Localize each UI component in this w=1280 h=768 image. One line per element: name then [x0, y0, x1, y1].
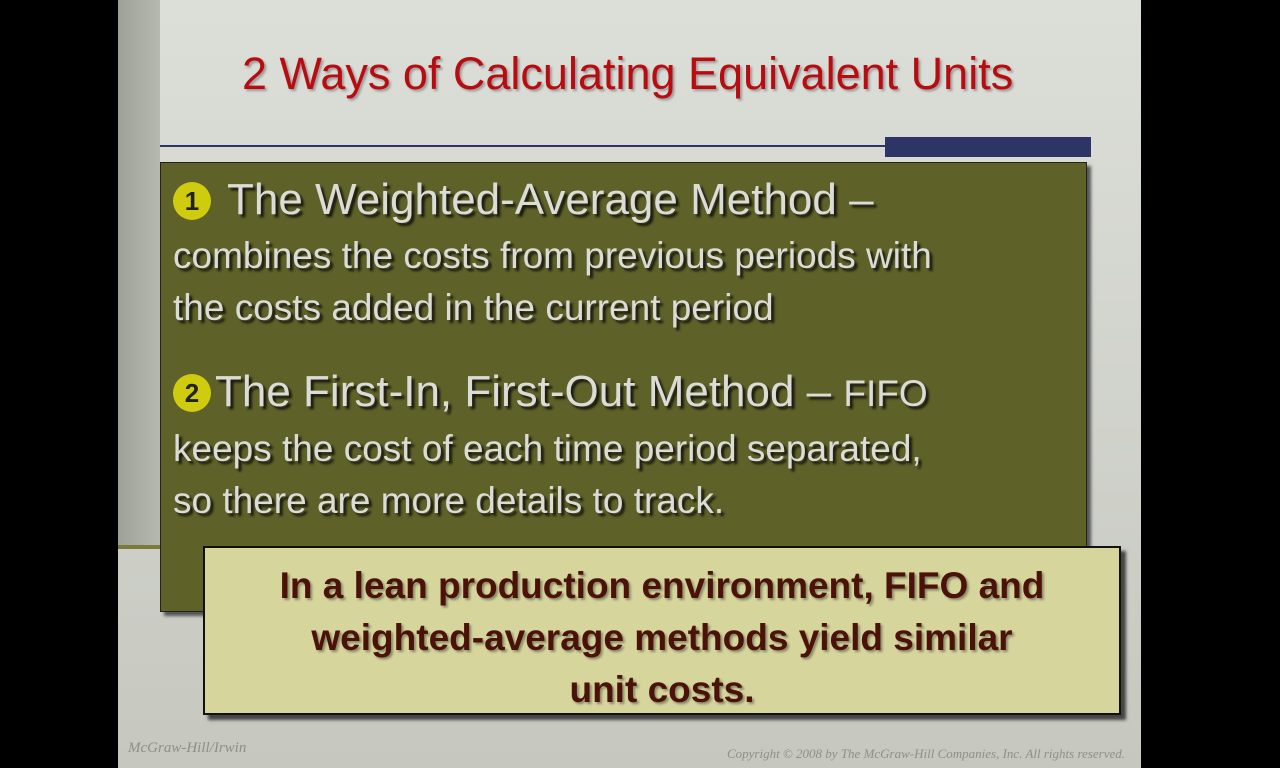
- publisher-footer: McGraw-Hill/Irwin: [128, 740, 247, 756]
- left-decor-strip: [118, 0, 160, 545]
- point-1-heading-text: The Weighted-Average Method –: [227, 175, 874, 224]
- left-decor-line: [118, 545, 160, 549]
- point-2-line: keeps the cost of each time period separ…: [173, 428, 922, 469]
- fifo-label: FIFO: [843, 373, 928, 414]
- point-2-heading: 2 The First-In, First-Out Method – FIFO: [173, 367, 928, 417]
- callout-line: In a lean production environment, FIFO a…: [279, 565, 1045, 606]
- circled-number-two-icon: 2: [173, 374, 211, 412]
- slide: 2 Ways of Calculating Equivalent Units 1…: [118, 0, 1141, 768]
- content-panel: 1 The Weighted-Average Method – combines …: [160, 162, 1087, 612]
- callout-line: weighted-average methods yield similar: [311, 617, 1013, 658]
- circled-number-one-icon: 1: [173, 182, 211, 220]
- point-1-line: the costs added in the current period: [173, 287, 774, 328]
- point-2-heading-text: The First-In, First-Out Method –: [215, 367, 844, 416]
- point-1-heading: 1 The Weighted-Average Method –: [173, 175, 874, 225]
- point-1-line: combines the costs from previous periods…: [173, 235, 932, 276]
- callout-line: unit costs.: [569, 669, 755, 710]
- callout-text: In a lean production environment, FIFO a…: [205, 560, 1119, 716]
- copyright-footer: Copyright © 2008 by The McGraw-Hill Comp…: [726, 746, 1125, 761]
- slide-title: 2 Ways of Calculating Equivalent Units: [242, 48, 1014, 99]
- callout-box: In a lean production environment, FIFO a…: [203, 546, 1121, 715]
- point-2-line: so there are more details to track.: [173, 480, 725, 521]
- title-divider: [160, 145, 1010, 147]
- accent-bar: [885, 137, 1091, 157]
